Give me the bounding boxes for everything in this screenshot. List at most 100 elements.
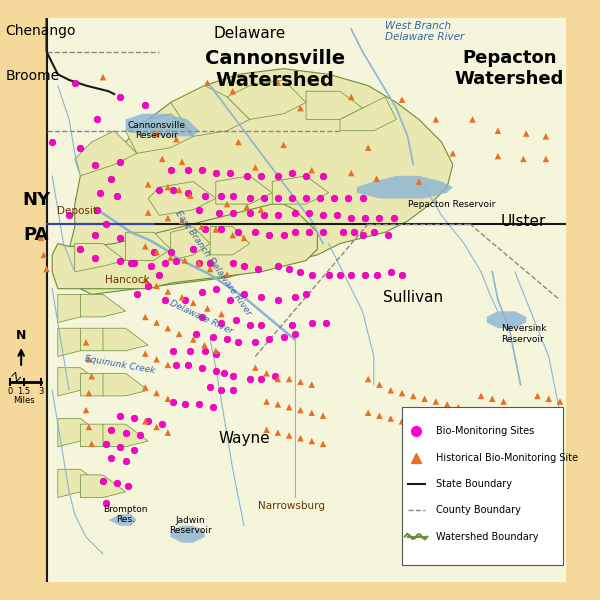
Point [129,259,139,268]
Point [541,154,551,164]
Point [223,270,232,280]
Point [318,171,328,181]
Point [329,194,339,203]
Point [290,208,299,217]
Point [90,230,100,240]
Point [160,259,170,268]
Point [175,329,184,338]
Point [223,335,232,344]
Point [239,290,249,299]
Point [307,408,317,418]
Point [256,171,266,181]
Point [284,431,294,440]
Point [409,419,418,429]
Point [188,335,198,344]
Polygon shape [75,131,137,176]
Point [296,433,305,443]
Point [372,270,382,280]
Point [121,428,130,437]
Polygon shape [125,114,199,136]
Point [386,267,395,277]
Point [431,425,440,434]
Point [205,383,215,392]
Point [454,403,463,412]
Point [233,338,243,347]
Polygon shape [80,328,125,351]
Point [203,304,212,313]
Point [152,247,161,257]
Point [256,205,266,215]
Point [273,262,283,271]
Point [228,208,238,217]
Point [183,166,193,175]
Polygon shape [103,424,148,446]
Point [197,287,206,296]
Point [256,374,266,384]
Point [169,185,178,195]
Point [211,284,221,293]
Polygon shape [227,80,306,119]
Point [287,320,297,330]
Point [180,295,190,305]
Text: Z: Z [11,371,23,383]
Point [163,214,173,223]
Point [304,208,314,217]
Polygon shape [216,176,272,204]
Point [533,391,542,401]
Point [287,168,297,178]
Point [84,422,94,432]
Point [364,408,373,418]
Point [36,233,46,243]
Point [92,205,102,215]
Point [279,230,289,240]
Point [101,219,110,229]
Point [476,419,486,429]
Point [129,413,139,423]
Point [245,208,254,217]
Point [163,323,173,333]
Point [321,318,331,328]
Point [239,262,249,271]
Text: Chenango: Chenango [5,23,76,38]
Point [143,208,153,217]
Polygon shape [170,227,210,260]
Point [152,281,161,290]
Point [92,115,102,124]
Point [115,92,125,101]
Point [273,211,283,220]
Point [225,168,235,178]
Point [39,250,49,260]
Point [197,363,206,373]
Point [177,157,187,167]
Point [318,227,328,237]
Point [143,281,153,290]
Point [346,168,356,178]
Polygon shape [69,68,453,295]
Bar [1,224,47,582]
Text: Equinunk Creek: Equinunk Creek [84,354,156,376]
Point [544,394,554,404]
Point [107,174,116,184]
Polygon shape [80,373,125,396]
Point [177,292,187,302]
Polygon shape [306,91,362,119]
Text: 0: 0 [7,388,13,397]
Text: 3: 3 [38,388,44,397]
Text: East Branch Delaware River: East Branch Delaware River [173,209,253,317]
Point [188,298,198,308]
Point [157,419,167,429]
Point [112,191,122,200]
Point [90,160,100,169]
Text: Bio-Monitoring Sites: Bio-Monitoring Sites [436,426,534,436]
Point [273,78,283,88]
Point [135,431,145,440]
Point [301,290,311,299]
Point [200,191,209,200]
Point [160,295,170,305]
Point [233,227,243,237]
Point [87,371,97,381]
Polygon shape [58,328,103,356]
Text: Pepacton
Watershed: Pepacton Watershed [455,49,564,88]
Point [121,456,130,466]
Point [307,436,317,446]
